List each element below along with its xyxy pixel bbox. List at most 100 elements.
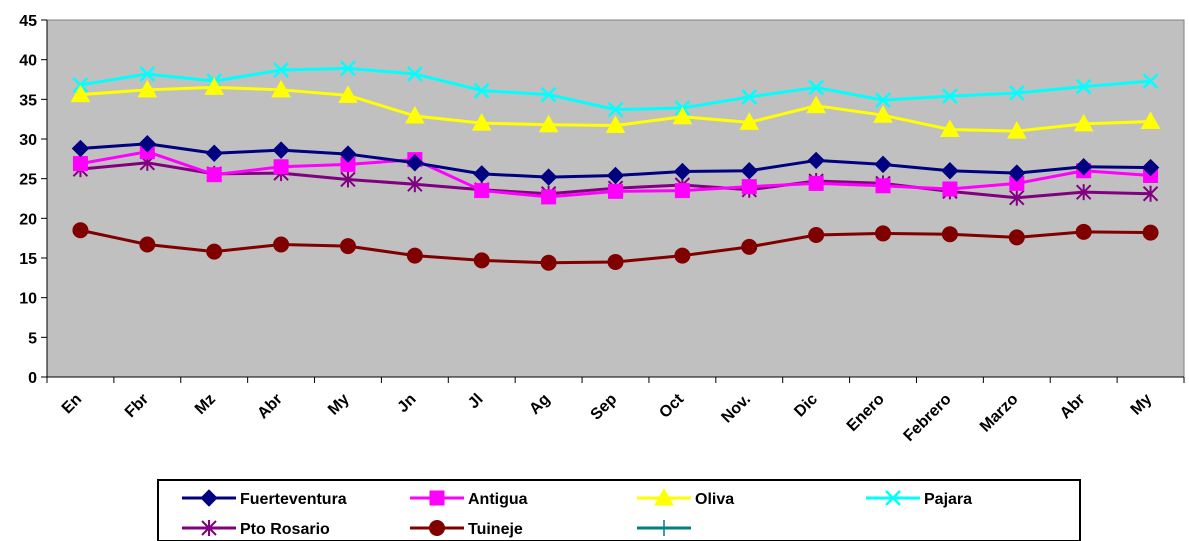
data-point-fuerteventura — [807, 151, 825, 170]
y-tick-label: 35 — [19, 92, 37, 109]
data-point-oliva — [1006, 121, 1027, 139]
data-point-fuerteventura — [673, 162, 692, 181]
data-point-pajara — [406, 66, 423, 82]
data-point-oliva — [204, 77, 225, 95]
data-point-fuerteventura — [71, 139, 90, 158]
series-pajara — [72, 60, 1159, 118]
data-point-oliva — [471, 113, 492, 131]
data-point-pajara — [1075, 78, 1092, 95]
data-point-tuineje — [406, 247, 423, 264]
legend-marker — [654, 487, 674, 506]
data-point-pajara — [741, 89, 758, 105]
legend-box — [157, 479, 1081, 541]
data-point-antigua — [474, 183, 490, 199]
y-tick-label: 25 — [19, 172, 37, 189]
data-point-pto-rosario — [340, 171, 356, 188]
data-point-tuineje — [875, 225, 892, 242]
x-tick-label: Oct — [656, 390, 687, 421]
data-point-tuineje — [607, 253, 624, 270]
data-point-antigua — [541, 189, 557, 205]
y-tick-label: 30 — [19, 132, 37, 149]
data-point-antigua — [808, 175, 824, 191]
data-point-pajara — [808, 79, 825, 96]
data-point-fuerteventura — [406, 154, 424, 172]
y-tick-label: 15 — [19, 251, 37, 268]
x-tick-label: Sep — [588, 391, 621, 424]
data-point-oliva — [137, 79, 158, 98]
legend-marker — [429, 520, 445, 536]
data-point-tuineje — [741, 238, 758, 255]
legend-entry-pajara: Pajara — [866, 490, 972, 508]
data-point-fuerteventura — [473, 165, 491, 183]
legend: Fuerteventura Antigua Oliva Pajara Pto Rosar… — [157, 479, 1081, 541]
data-point-tuineje — [473, 252, 490, 269]
data-point-fuerteventura — [874, 155, 892, 174]
series-tuineje — [72, 222, 1159, 271]
data-point-tuineje — [139, 236, 156, 253]
data-point-fuerteventura — [1074, 158, 1093, 176]
data-point-oliva — [739, 112, 760, 130]
x-tick-label: My — [1128, 391, 1156, 419]
series-layer — [70, 60, 1161, 271]
data-point-tuineje — [206, 243, 223, 260]
data-point-antigua — [741, 179, 757, 195]
legend-label: Fuerteventura — [240, 491, 347, 508]
legend-entry-blank — [637, 520, 691, 536]
legend-label: Pajara — [924, 491, 972, 508]
legend-entry-oliva: Oliva — [637, 487, 734, 508]
legend-entry-tuineje: Tuineje — [410, 520, 523, 538]
x-tick-label: Abr — [254, 391, 286, 423]
data-point-pajara — [273, 62, 289, 78]
data-point-antigua — [674, 183, 690, 199]
data-point-tuineje — [1142, 224, 1159, 241]
y-tick-label: 5 — [28, 330, 37, 347]
legend-marker — [885, 490, 901, 506]
data-point-fuerteventura — [606, 166, 625, 185]
data-point-tuineje — [1075, 223, 1092, 240]
x-tick-label: Jl — [465, 391, 486, 412]
data-point-pajara — [1008, 85, 1025, 101]
data-point-tuineje — [72, 222, 89, 239]
x-tick-label: Nov. — [718, 391, 754, 427]
data-point-fuerteventura — [272, 141, 290, 159]
data-point-pajara — [340, 60, 356, 77]
y-tick-label: 20 — [19, 211, 37, 228]
series-fuerteventura — [71, 135, 1160, 186]
data-point-antigua — [608, 183, 623, 199]
data-point-pto-rosario — [407, 176, 423, 193]
legend-entry-pto-rosario: Pto Rosario — [182, 520, 330, 538]
data-point-pto-rosario — [1142, 185, 1159, 202]
data-point-fuerteventura — [339, 145, 357, 163]
data-point-oliva — [70, 84, 91, 103]
legend-entry-antigua: Antigua — [410, 490, 528, 508]
data-point-oliva — [1073, 113, 1094, 132]
data-point-oliva — [940, 119, 960, 137]
x-tick-label: Abr — [1057, 391, 1089, 423]
data-point-oliva — [271, 79, 291, 98]
data-point-pajara — [139, 66, 156, 82]
data-point-pajara — [942, 88, 958, 105]
data-point-fuerteventura — [941, 162, 959, 180]
data-point-pajara — [1142, 73, 1159, 89]
data-point-oliva — [672, 106, 693, 125]
data-point-tuineje — [339, 238, 356, 255]
legend-marker — [201, 520, 217, 536]
data-point-fuerteventura — [1008, 164, 1026, 182]
legend-label: Oliva — [695, 491, 734, 508]
data-point-antigua — [273, 159, 289, 175]
data-point-pajara — [875, 92, 891, 109]
data-point-pto-rosario — [1075, 184, 1092, 201]
x-tick-label: Fbr — [122, 391, 152, 421]
data-point-oliva — [806, 95, 827, 114]
data-point-tuineje — [674, 247, 691, 264]
x-tick-label: Dic — [791, 391, 821, 421]
series-oliva — [70, 77, 1161, 139]
x-tick-label: Mz — [192, 391, 219, 418]
data-point-oliva — [338, 85, 358, 103]
y-tick-label: 40 — [19, 53, 37, 70]
data-point-oliva — [404, 105, 425, 124]
x-tick-label: Jn — [394, 391, 419, 416]
data-point-antigua — [72, 156, 88, 172]
data-point-pajara — [607, 101, 624, 118]
